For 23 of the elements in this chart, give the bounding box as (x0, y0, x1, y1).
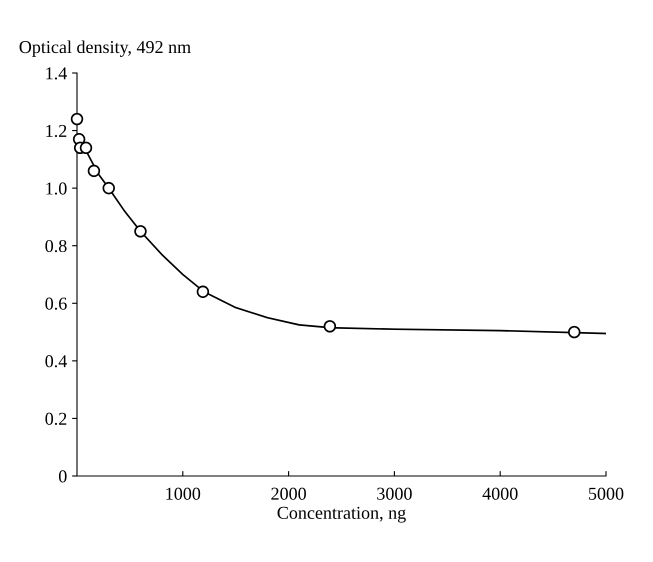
y-tick-label: 1.0 (46, 182, 67, 195)
point (324, 320, 336, 333)
y-tick-label: 0.4 (45, 355, 67, 368)
point (196, 286, 210, 298)
x-tick-label: 3000 (377, 488, 412, 500)
point (568, 326, 580, 338)
point (70, 112, 84, 126)
y-axis-title: Optical density, 492 nm (20, 40, 191, 57)
y-tick-label: 0 (58, 470, 67, 482)
y-tick-label: 0.8 (45, 240, 67, 252)
point (102, 182, 115, 194)
point (88, 164, 100, 178)
y-tick-label: 1.2 (46, 124, 66, 138)
y-tick-label: 1.4 (46, 67, 67, 80)
x-tick-label: 1000 (166, 488, 200, 500)
y-tick-label: 0.6 (45, 298, 67, 310)
x-tick-label: 5000 (588, 488, 624, 500)
point (80, 142, 92, 154)
y-tick-label: 0.2 (45, 412, 66, 425)
x-axis-title: Concentration, ng (278, 506, 406, 523)
x-tick-label: 2000 (271, 488, 306, 500)
x-tick-label: 4000 (482, 488, 518, 500)
point (134, 225, 147, 238)
